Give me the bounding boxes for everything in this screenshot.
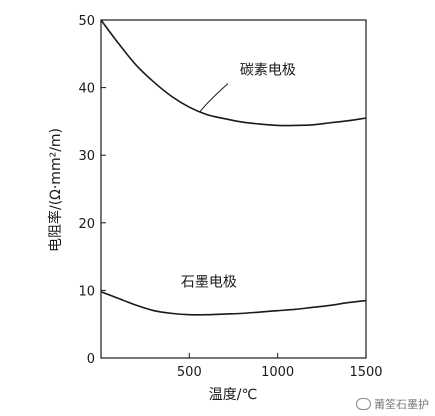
y-tick-label: 20 — [78, 217, 95, 232]
y-axis-title: 电阻率/(Ω·mm²/m) — [47, 128, 64, 252]
watermark: 莆筌石墨护 — [356, 396, 429, 412]
annotation-leader — [199, 83, 229, 112]
watermark-text: 莆筌石墨护 — [374, 398, 429, 411]
series-line-2 — [100, 291, 367, 316]
series-layer — [100, 19, 367, 316]
series-annotation-label: 碳素电极 — [240, 63, 296, 79]
y-tick-label: 10 — [78, 284, 95, 299]
x-axis-title: 温度/℃ — [209, 387, 257, 403]
plot-frame — [100, 19, 367, 359]
axis-ticks: 0 10 20 30 40 50 500 1000 1500 — [78, 14, 382, 380]
y-tick-label: 30 — [78, 149, 95, 164]
chat-bubble-icon — [356, 398, 371, 410]
y-tick-label: 50 — [78, 14, 95, 29]
series-annotation-label: 石墨电极 — [181, 275, 237, 291]
y-tick-label: 0 — [87, 352, 95, 367]
y-tick-label: 40 — [78, 82, 95, 97]
x-tick-label: 1000 — [261, 365, 294, 380]
x-tick-label: 500 — [177, 365, 202, 380]
plot-area — [100, 19, 367, 359]
x-tick-label: 1500 — [349, 365, 382, 380]
series-line-1 — [100, 19, 367, 127]
